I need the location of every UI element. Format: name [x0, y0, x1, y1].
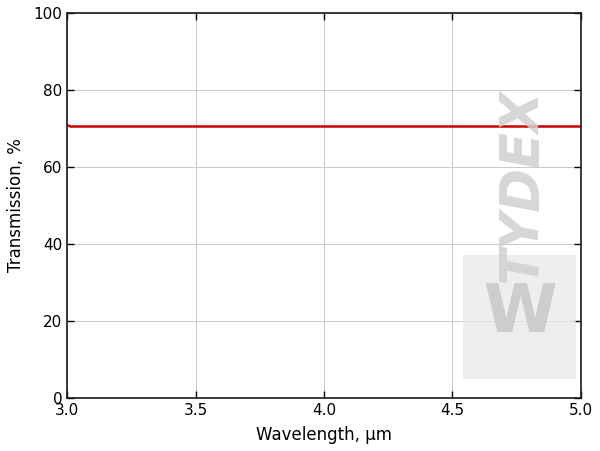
Y-axis label: Transmission, %: Transmission, % — [7, 138, 25, 272]
Text: W: W — [482, 280, 556, 346]
X-axis label: Wavelength, μm: Wavelength, μm — [256, 426, 392, 444]
Bar — [463, 255, 576, 379]
Text: W: W — [482, 280, 556, 346]
Text: TYDEX: TYDEX — [496, 89, 548, 284]
